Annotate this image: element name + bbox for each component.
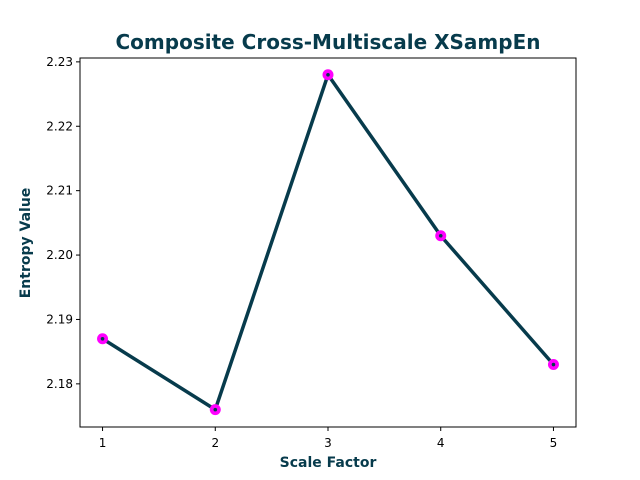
y-tick-label: 2.20 [46,248,73,262]
y-tick-label: 2.21 [46,184,73,198]
x-tick-label: 1 [99,436,107,450]
chart-title: Composite Cross-Multiscale XSampEn [116,30,541,54]
x-tick-label: 4 [437,436,445,450]
y-tick-label: 2.19 [46,312,73,326]
x-tick-label: 3 [324,436,332,450]
data-point-center [100,336,105,341]
x-tick-label: 5 [550,436,558,450]
y-tick-label: 2.22 [46,119,73,133]
data-point-center [438,233,443,238]
data-point-center [551,362,556,367]
y-axis-label: Entropy Value [18,188,34,299]
x-axis-label: Scale Factor [280,455,377,471]
y-tick-label: 2.23 [46,55,73,69]
plot-area: 1 2 3 4 5 2.18 2.19 2.20 2.21 2.22 2.23 [46,55,577,450]
data-point-center [213,407,218,412]
y-tick-label: 2.18 [46,377,73,391]
x-tick-label: 2 [211,436,219,450]
data-point-center [326,72,330,77]
